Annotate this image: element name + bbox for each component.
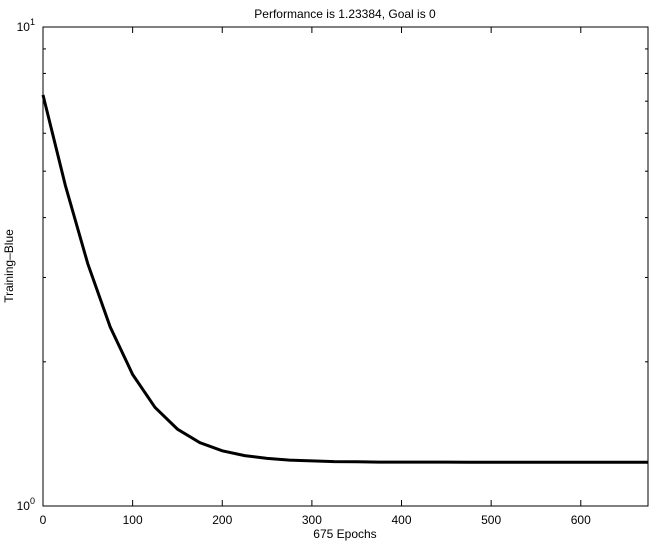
x-axis-label: 675 Epochs xyxy=(313,527,376,541)
y-tick-exponent: 0 xyxy=(30,496,35,506)
y-tick-base: 10 xyxy=(17,20,31,34)
x-tick-label: 500 xyxy=(481,513,501,527)
x-tick-label: 200 xyxy=(212,513,232,527)
data-line xyxy=(41,94,649,464)
y-tick-label: 100 xyxy=(17,496,35,513)
x-tick-label: 300 xyxy=(302,513,322,527)
chart-title: Performance is 1.23384, Goal is 0 xyxy=(254,7,436,21)
x-tick-label: 600 xyxy=(571,513,591,527)
x-tick-label: 400 xyxy=(392,513,412,527)
plot-frame xyxy=(42,26,649,507)
x-tick-label: 100 xyxy=(123,513,143,527)
y-tick-exponent: 1 xyxy=(30,17,35,27)
x-tick-label: 0 xyxy=(40,513,47,527)
y-tick-label: 101 xyxy=(17,17,35,34)
y-tick-base: 10 xyxy=(17,499,31,513)
y-axis-label: Training–Blue xyxy=(2,229,16,303)
